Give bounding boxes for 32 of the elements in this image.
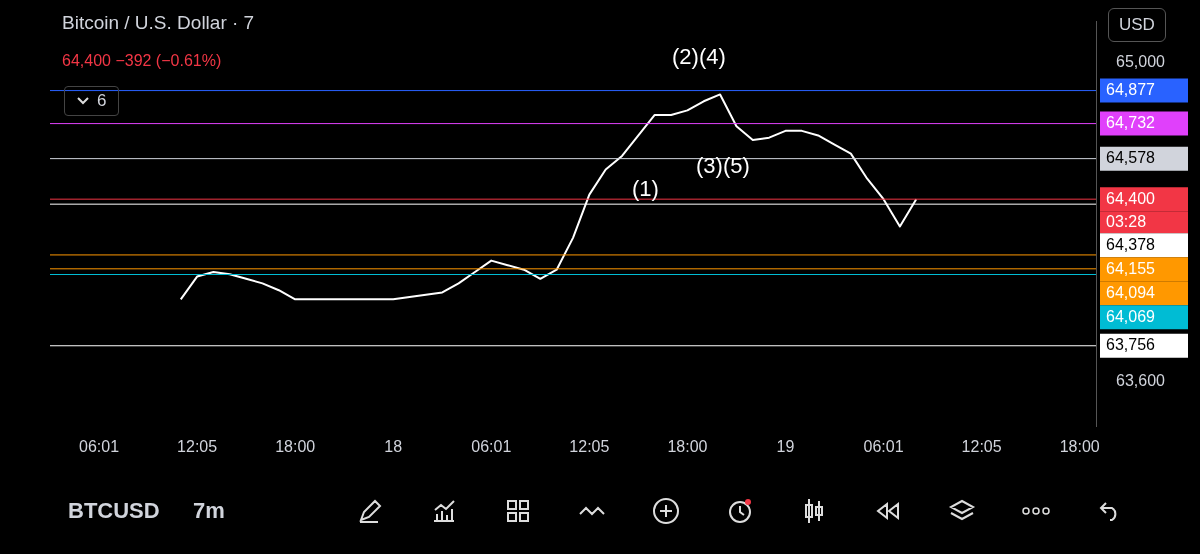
x-tick-label: 18:00 [275, 437, 316, 455]
ref-line-label: 64,378 [1106, 235, 1156, 253]
x-tick-label: 18:00 [667, 437, 708, 455]
text: 03:28 [1106, 212, 1147, 230]
x-tick-label: 18:00 [1059, 437, 1100, 455]
annotation: (2)(4) [672, 44, 726, 70]
x-tick-label: 18 [384, 437, 403, 455]
x-tick-label: 19 [776, 437, 795, 455]
ref-line-label: 64,069 [1106, 307, 1156, 325]
text: USD [1108, 8, 1166, 42]
y-tick-label: 63,600 [1116, 371, 1166, 389]
text: 64,400 −392 (−0.61%) [62, 52, 222, 70]
ref-line-label: 63,756 [1106, 336, 1156, 354]
annotation: (1) [632, 176, 659, 202]
x-tick-label: 12:05 [569, 437, 610, 455]
x-tick-label: 06:01 [471, 437, 512, 455]
annotation: 6 [97, 91, 107, 111]
y-tick-label: 65,000 [1116, 52, 1166, 70]
ref-line-label: 64,094 [1106, 283, 1156, 301]
text: BTCUSD [68, 498, 161, 524]
ref-line-label: 64,877 [1106, 80, 1156, 98]
x-tick-label: 06:01 [863, 437, 904, 455]
x-tick-label: 06:01 [79, 437, 120, 455]
x-tick-label: 12:05 [961, 437, 1002, 455]
annotation: (3)(5) [696, 153, 750, 179]
text: 7m [193, 498, 226, 524]
ref-line-label: 64,400 [1106, 189, 1156, 207]
x-tick-label: 12:05 [177, 437, 218, 455]
ref-line-label: 64,732 [1106, 113, 1156, 131]
ref-line-label: 64,155 [1106, 259, 1156, 277]
ref-line-label: 64,578 [1106, 149, 1156, 167]
chart-title: Bitcoin / U.S. Dollar · 7 [62, 12, 255, 34]
